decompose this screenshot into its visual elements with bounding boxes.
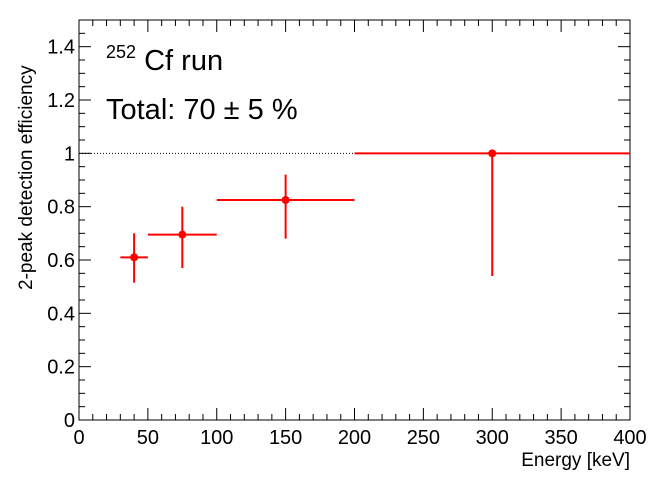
y-tick-labels: 0 0.2 0.4 0.6 0.8 1 1.2 1.4 [47, 37, 75, 432]
y-tick-label: 1 [64, 143, 75, 165]
run-annotation: 252 Cf run [106, 33, 223, 77]
point-marker [281, 196, 290, 204]
x-tick-label: 300 [476, 427, 509, 449]
run-prefix: 252 [106, 42, 136, 62]
x-tick-label: 400 [613, 427, 646, 449]
x-tick-label: 150 [269, 427, 302, 449]
y-axis-title: 2-peak detection efficiency [16, 65, 37, 290]
axis-ticks [78, 19, 631, 421]
x-tick-label: 200 [338, 427, 371, 449]
x-tick-label: 50 [137, 427, 159, 449]
run-label: Cf run [144, 45, 223, 77]
y-tick-label: 1.4 [47, 37, 75, 59]
plot-frame [78, 19, 631, 421]
y-tick-label: 1.2 [47, 90, 75, 112]
data-points [120, 149, 630, 283]
y-tick-label: 0 [64, 410, 75, 432]
y-tick-label: 0.2 [47, 357, 75, 379]
point-marker [178, 230, 187, 239]
y-tick-label: 0.6 [47, 250, 75, 272]
x-tick-label: 350 [544, 427, 577, 449]
data-point [147, 206, 217, 268]
total-annotation: Total: 70 ± 5 % [106, 94, 298, 126]
data-point [120, 233, 148, 283]
point-marker [130, 253, 139, 262]
x-tick-labels: 0 50 100 150 200 250 300 350 400 [73, 427, 646, 449]
x-tick-label: 0 [73, 427, 84, 449]
data-point [354, 149, 630, 276]
y-tick-label: 0.8 [47, 197, 75, 219]
x-tick-label: 100 [200, 427, 233, 449]
y-tick-label: 0.4 [47, 303, 75, 325]
point-marker [488, 149, 497, 158]
x-axis-title: Energy [keV] [521, 450, 630, 471]
data-point [216, 174, 355, 239]
x-tick-label: 250 [407, 427, 440, 449]
